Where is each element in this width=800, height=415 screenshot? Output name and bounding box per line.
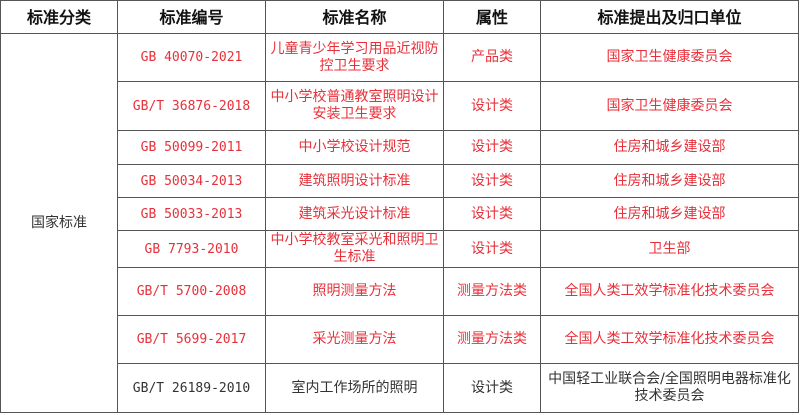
- header-org: 标准提出及归口单位: [540, 0, 799, 34]
- name-cell: 建筑采光设计标准: [265, 197, 444, 231]
- code-cell: GB/T 5699-2017: [117, 315, 266, 364]
- type-cell: 设计类: [443, 197, 541, 231]
- code-cell: GB 7793-2010: [117, 230, 266, 268]
- org-cell: 卫生部: [540, 230, 799, 268]
- org-cell: 国家卫生健康委员会: [540, 33, 799, 82]
- code-cell: GB 50033-2013: [117, 197, 266, 231]
- table-row: GB 50033-2013 建筑采光设计标准 设计类 住房和城乡建设部: [1, 197, 799, 231]
- type-cell: 产品类: [443, 33, 541, 82]
- name-cell: 中小学校教室采光和照明卫生标准: [265, 230, 444, 268]
- header-category: 标准分类: [0, 0, 118, 34]
- table-row: GB/T 5699-2017 采光测量方法 测量方法类 全国人类工效学标准化技术委员会: [1, 315, 799, 364]
- org-cell: 国家卫生健康委员会: [540, 81, 799, 131]
- org-cell: 住房和城乡建设部: [540, 197, 799, 231]
- code-cell: GB/T 26189-2010: [117, 363, 266, 413]
- header-type: 属性: [443, 0, 541, 34]
- code-cell: GB 40070-2021: [117, 33, 266, 82]
- code-cell: GB/T 5700-2008: [117, 267, 266, 316]
- name-cell: 室内工作场所的照明: [265, 363, 444, 413]
- org-cell: 全国人类工效学标准化技术委员会: [540, 267, 799, 316]
- type-cell: 设计类: [443, 81, 541, 131]
- type-cell: 测量方法类: [443, 267, 541, 316]
- type-cell: 设计类: [443, 130, 541, 165]
- header-row: 标准分类 标准编号 标准名称 属性 标准提出及归口单位: [0, 0, 799, 34]
- table-row: GB 7793-2010 中小学校教室采光和照明卫生标准 设计类 卫生部: [1, 230, 799, 268]
- code-cell: GB 50099-2011: [117, 130, 266, 165]
- table-row: 国家标准 GB 40070-2021 儿童青少年学习用品近视防控卫生要求 产品类 国家卫…: [0, 33, 799, 413]
- table-row: GB/T 36876-2018 中小学校普通教室照明设计安装卫生要求 设计类 国家卫生…: [1, 81, 799, 131]
- name-cell: 建筑照明设计标准: [265, 164, 444, 198]
- table-row: GB/T 5700-2008 照明测量方法 测量方法类 全国人类工效学标准化技术委员会: [1, 267, 799, 316]
- table-row: GB 50099-2011 中小学校设计规范 设计类 住房和城乡建设部: [1, 130, 799, 165]
- type-cell: 设计类: [443, 363, 541, 413]
- org-cell: 全国人类工效学标准化技术委员会: [540, 315, 799, 364]
- org-cell: 住房和城乡建设部: [540, 130, 799, 165]
- type-cell: 设计类: [443, 230, 541, 268]
- code-cell: GB 50034-2013: [117, 164, 266, 198]
- table-row: GB/T 26189-2010 室内工作场所的照明 设计类 中国轻工业联合会/全国照明…: [1, 363, 799, 413]
- org-cell: 住房和城乡建设部: [540, 164, 799, 198]
- org-cell: 中国轻工业联合会/全国照明电器标准化技术委员会: [540, 363, 799, 413]
- type-cell: 设计类: [443, 164, 541, 198]
- name-cell: 儿童青少年学习用品近视防控卫生要求: [265, 33, 444, 82]
- name-cell: 中小学校设计规范: [265, 130, 444, 165]
- type-cell: 测量方法类: [443, 315, 541, 364]
- name-cell: 中小学校普通教室照明设计安装卫生要求: [265, 81, 444, 131]
- name-cell: 采光测量方法: [265, 315, 444, 364]
- header-name: 标准名称: [265, 0, 444, 34]
- table-row: GB 50034-2013 建筑照明设计标准 设计类 住房和城乡建设部: [1, 164, 799, 198]
- header-code: 标准编号: [117, 0, 266, 34]
- category-cell: 国家标准: [0, 33, 118, 413]
- name-cell: 照明测量方法: [265, 267, 444, 316]
- code-cell: GB/T 36876-2018: [117, 81, 266, 131]
